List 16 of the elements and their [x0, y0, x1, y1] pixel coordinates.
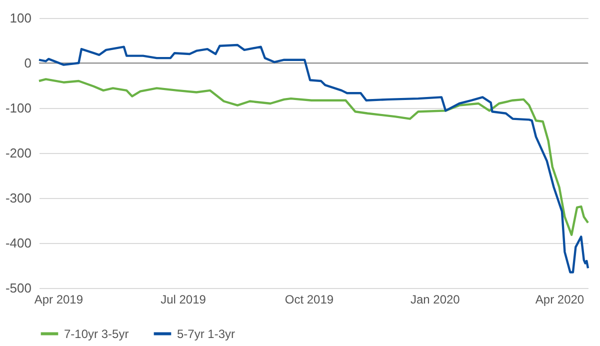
y-tick-label: 100	[10, 10, 32, 26]
x-tick-label: Apr 2020	[535, 292, 584, 306]
x-tick-label: Apr 2019	[34, 292, 84, 306]
x-tick-label: Oct 2019	[284, 292, 334, 306]
y-tick-label: -100	[5, 100, 32, 116]
y-tick-label: -200	[5, 146, 32, 160]
x-tick-label: Jan 2020	[410, 292, 460, 306]
x-tick-label: Jul 2019	[160, 292, 206, 306]
line-series	[38, 78, 590, 236]
legend-label: 7-10yr 3-5yr	[64, 326, 129, 341]
y-tick-label: -500	[5, 280, 32, 296]
y-tick-label: -300	[5, 190, 32, 206]
y-tick-label: 0	[24, 56, 32, 70]
legend-label: 5-7yr 1-3yr	[177, 326, 236, 341]
line-series	[38, 44, 590, 274]
y-tick-label: -400	[5, 236, 32, 250]
